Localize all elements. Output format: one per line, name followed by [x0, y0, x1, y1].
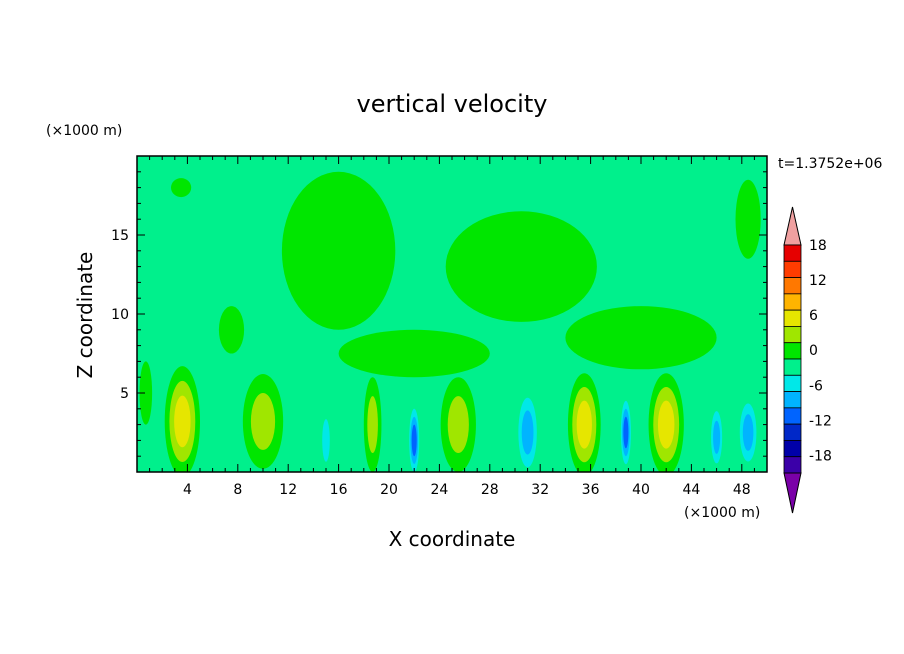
colorbar-box	[783, 440, 802, 458]
colorbar-tick-label: 0	[809, 343, 818, 359]
velocity-cell	[565, 306, 717, 370]
velocity-cell	[164, 366, 200, 472]
contour-level	[576, 400, 592, 449]
x-tick-label: 24	[430, 482, 448, 498]
velocity-cell	[735, 179, 761, 259]
velocity-cell	[338, 329, 490, 378]
contour-plot-area	[137, 156, 767, 472]
colorbar-tick-label: -6	[809, 378, 823, 394]
contour-level	[657, 400, 675, 449]
colorbar-tick-label: 18	[809, 238, 827, 254]
contour-level	[171, 178, 192, 198]
contour-level	[281, 171, 396, 330]
contour-level	[411, 424, 417, 457]
y-tick-label: 5	[120, 386, 129, 402]
contour-level	[338, 329, 490, 378]
x-tick-label: 48	[733, 482, 751, 498]
contour-level	[322, 419, 330, 462]
y-tick-label: 15	[111, 228, 129, 244]
x-tick-label: 28	[481, 482, 499, 498]
colorbar-tick-label: -12	[809, 413, 832, 429]
velocity-cell	[445, 211, 597, 322]
x-tick-label: 44	[682, 482, 700, 498]
x-tick-label: 36	[582, 482, 600, 498]
x-tick-label: 32	[531, 482, 549, 498]
colorbar-tick-label: 6	[809, 308, 818, 324]
x-unit-label: (×1000 m)	[684, 505, 760, 521]
colorbar-tick-label: 12	[809, 273, 827, 289]
colorbar-box	[783, 309, 802, 327]
velocity-cell	[619, 393, 633, 472]
contour-level	[713, 420, 721, 454]
colorbar-box	[783, 374, 802, 392]
velocity-cell	[515, 385, 541, 472]
velocity-cell	[139, 361, 153, 425]
contour-level	[345, 404, 357, 472]
colorbar-box	[783, 423, 802, 441]
contour-level	[218, 306, 245, 354]
contour-level	[174, 395, 191, 448]
colorbar-box	[783, 358, 802, 376]
velocity-cell	[567, 373, 601, 472]
velocity-cell	[363, 377, 382, 472]
colorbar-box	[783, 260, 802, 278]
x-tick-label: 4	[183, 482, 192, 498]
colorbar-box	[783, 277, 802, 295]
contour-level	[735, 179, 761, 259]
x-tick-label: 8	[233, 482, 242, 498]
contour-level	[139, 361, 153, 425]
velocity-cell	[242, 374, 284, 469]
y-unit-label: (×1000 m)	[46, 123, 122, 139]
x-tick-label: 40	[632, 482, 650, 498]
x-axis-label: X coordinate	[389, 527, 516, 551]
velocity-cell	[345, 404, 357, 472]
contour-level	[623, 416, 629, 449]
contour-level	[521, 410, 534, 455]
y-axis-label: Z coordinate	[73, 252, 97, 379]
velocity-cell	[648, 373, 684, 472]
x-tick-label: 16	[330, 482, 348, 498]
contour-level	[250, 393, 276, 450]
colorbar-min-arrow	[783, 472, 802, 514]
time-label: t=1.3752e+06	[778, 156, 882, 172]
velocity-cell	[440, 377, 476, 472]
colorbar-box	[783, 342, 802, 360]
contour-level	[742, 414, 754, 451]
x-tick-label: 20	[380, 482, 398, 498]
colorbar-box	[783, 326, 802, 344]
contour-level	[565, 306, 717, 370]
colorbar-box	[783, 244, 802, 262]
y-tick-label: 10	[111, 307, 129, 323]
colorbar-box	[783, 407, 802, 425]
contour-level	[445, 211, 597, 322]
colorbar-box	[783, 293, 802, 311]
velocity-cell	[319, 404, 333, 472]
velocity-cell	[281, 171, 396, 330]
velocity-cell	[407, 400, 421, 472]
velocity-cell	[709, 401, 725, 472]
velocity-cell	[218, 306, 245, 354]
velocity-cell	[736, 393, 760, 472]
chart-title: vertical velocity	[357, 90, 548, 118]
contour-level	[447, 396, 469, 454]
x-tick-label: 12	[279, 482, 297, 498]
colorbar: 18 12 6 0 -6 -12 -18	[783, 206, 832, 514]
velocity-cell	[171, 178, 192, 198]
colorbar-tick-label: -18	[809, 448, 832, 464]
colorbar-box	[783, 456, 802, 474]
colorbar-box	[783, 391, 802, 409]
contour-level	[367, 396, 378, 454]
